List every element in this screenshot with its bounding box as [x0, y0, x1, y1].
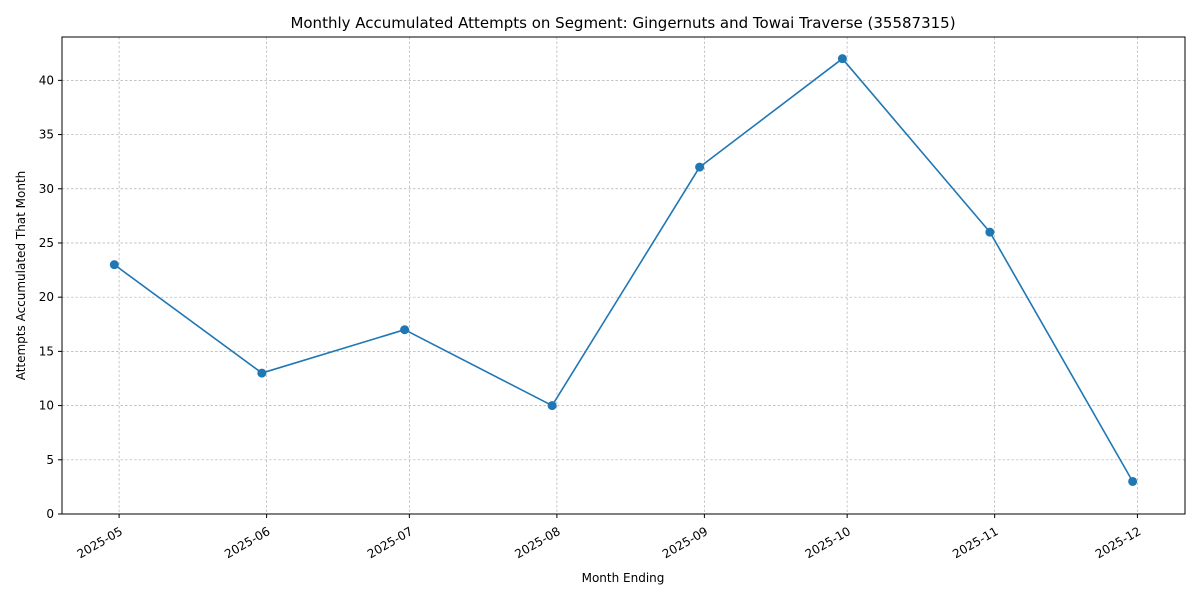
x-tick-label: 2025-09 — [660, 524, 710, 561]
data-point — [837, 54, 847, 64]
plot-frame — [61, 36, 1186, 515]
series-line — [113, 57, 1134, 482]
y-tick-label: 30 — [39, 182, 54, 196]
data-point — [400, 325, 410, 335]
x-axis-ticks: 2025-05 2025-06 2025-07 2025-08 2025-09 2025-… — [75, 514, 1143, 561]
y-tick-label: 15 — [39, 344, 54, 358]
data-point — [109, 260, 119, 270]
x-tick-label: 2025-07 — [365, 524, 415, 561]
y-tick-label: 10 — [39, 399, 54, 413]
y-axis-label: Attempts Accumulated That Month — [14, 171, 28, 381]
y-tick-label: 40 — [39, 73, 54, 87]
x-tick-label: 2025-12 — [1093, 524, 1143, 561]
x-tick-label: 2025-10 — [803, 524, 853, 561]
y-axis-ticks: 0 5 10 15 20 25 30 35 40 — [39, 73, 62, 521]
y-tick-label: 25 — [39, 236, 54, 250]
y-tick-label: 20 — [39, 290, 54, 304]
x-axis-label: Month Ending — [582, 571, 665, 585]
y-tick-label: 35 — [39, 128, 54, 142]
y-tick-label: 5 — [46, 453, 54, 467]
chart-title: Monthly Accumulated Attempts on Segment:… — [290, 14, 955, 32]
data-point — [695, 162, 705, 172]
y-tick-label: 0 — [46, 507, 54, 521]
grid — [62, 37, 1185, 515]
x-tick-label: 2025-08 — [512, 524, 562, 561]
series-layer — [109, 54, 1138, 486]
data-point — [1128, 476, 1138, 486]
data-point — [257, 368, 267, 378]
data-point — [985, 227, 995, 237]
x-tick-label: 2025-05 — [75, 524, 125, 561]
data-point — [547, 401, 557, 411]
x-tick-label: 2025-06 — [222, 524, 272, 561]
x-tick-label: 2025-11 — [950, 524, 1000, 561]
